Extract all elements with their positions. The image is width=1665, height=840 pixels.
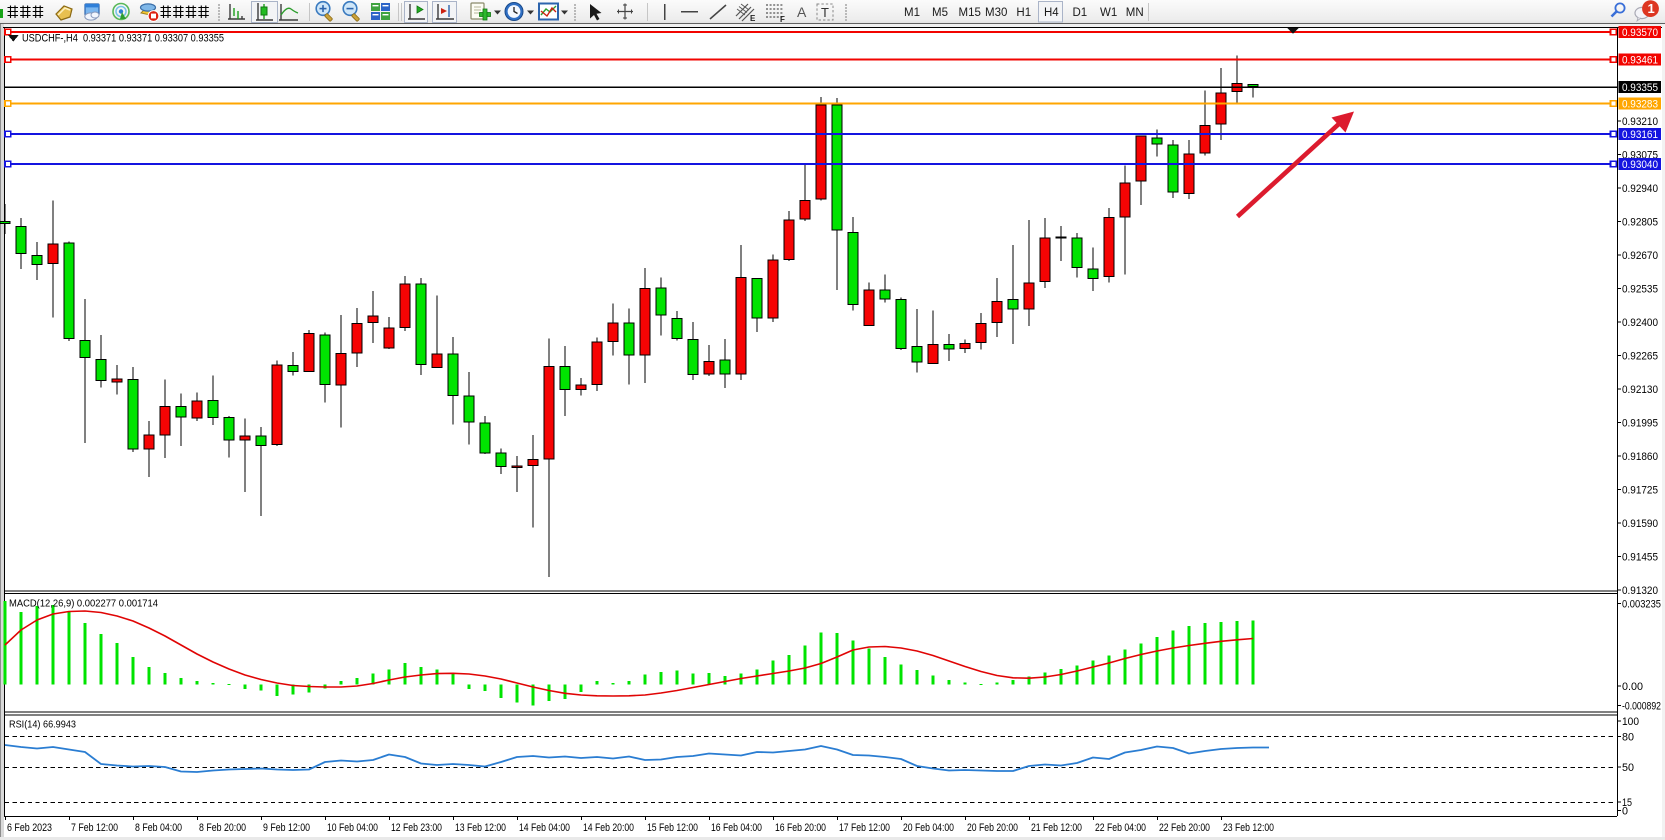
svg-text:M5: M5 [932,7,948,19]
svg-text:D1: D1 [1073,7,1088,19]
svg-text:17 Feb 12:00: 17 Feb 12:00 [839,822,890,834]
svg-text:13 Feb 12:00: 13 Feb 12:00 [455,822,506,834]
svg-text:7 Feb 12:00: 7 Feb 12:00 [71,822,118,834]
svg-text:8 Feb 20:00: 8 Feb 20:00 [199,822,246,834]
svg-text:0.92265: 0.92265 [1622,350,1658,362]
svg-text:8 Feb 04:00: 8 Feb 04:00 [135,822,182,834]
svg-text:H1: H1 [1016,7,1031,19]
svg-text:T: T [821,5,829,20]
svg-text:16 Feb 04:00: 16 Feb 04:00 [711,822,762,834]
svg-text:MN: MN [1126,7,1144,19]
svg-text:0.91860: 0.91860 [1622,451,1658,463]
svg-text:MACD(12,26,9) 0.002277 0.00171: MACD(12,26,9) 0.002277 0.001714 [9,598,158,610]
svg-text:A: A [797,4,807,20]
svg-text:0.91590: 0.91590 [1622,518,1658,530]
svg-text:0.003235: 0.003235 [1622,599,1661,611]
svg-text:23 Feb 12:00: 23 Feb 12:00 [1223,822,1274,834]
svg-text:0.92400: 0.92400 [1622,317,1658,329]
svg-text:22 Feb 20:00: 22 Feb 20:00 [1159,822,1210,834]
svg-text:0.91455: 0.91455 [1622,551,1658,563]
svg-text:0.91320: 0.91320 [1622,585,1658,597]
svg-text:14 Feb 04:00: 14 Feb 04:00 [519,822,570,834]
svg-text:M15: M15 [959,7,981,19]
svg-text:0.93283: 0.93283 [1622,99,1658,111]
svg-text:0.92535: 0.92535 [1622,284,1658,296]
svg-text:RSI(14) 66.9943: RSI(14) 66.9943 [9,719,76,731]
svg-text:0.92805: 0.92805 [1622,217,1658,229]
svg-text:9 Feb 12:00: 9 Feb 12:00 [263,822,310,834]
svg-text:0: 0 [1622,806,1628,818]
svg-text:M30: M30 [985,7,1007,19]
svg-text:16 Feb 20:00: 16 Feb 20:00 [775,822,826,834]
svg-text:20 Feb 20:00: 20 Feb 20:00 [967,822,1018,834]
svg-text:W1: W1 [1100,7,1117,19]
svg-text:15: 15 [1622,797,1632,809]
svg-text:F: F [780,15,785,24]
svg-text:0.91995: 0.91995 [1622,417,1658,429]
svg-text:21 Feb 12:00: 21 Feb 12:00 [1031,822,1082,834]
svg-text:0.93210: 0.93210 [1622,116,1658,128]
svg-text:1: 1 [1648,1,1655,16]
svg-text:0.91725: 0.91725 [1622,484,1658,496]
svg-text:0.92130: 0.92130 [1622,384,1658,396]
svg-text:-0.000892: -0.000892 [1622,700,1661,712]
svg-text:22 Feb 04:00: 22 Feb 04:00 [1095,822,1146,834]
svg-text:E: E [750,14,756,23]
svg-text:M1: M1 [904,7,920,19]
svg-text:50: 50 [1622,762,1634,774]
svg-text:20 Feb 04:00: 20 Feb 04:00 [903,822,954,834]
svg-text:0.92670: 0.92670 [1622,250,1658,262]
svg-text:12 Feb 23:00: 12 Feb 23:00 [391,822,442,834]
svg-text:0.93161: 0.93161 [1622,129,1658,141]
svg-text:0.92940: 0.92940 [1622,183,1658,195]
svg-text:0.93570: 0.93570 [1622,27,1658,39]
svg-text:14 Feb 20:00: 14 Feb 20:00 [583,822,634,834]
svg-text:6 Feb 2023: 6 Feb 2023 [7,822,52,834]
svg-text:0.93355: 0.93355 [1622,82,1658,94]
svg-text:USDCHF-,H4 0.93371 0.93371 0.: USDCHF-,H4 0.93371 0.93371 0.93307 0.933… [22,33,224,45]
svg-text:100: 100 [1622,716,1639,728]
svg-text:10 Feb 04:00: 10 Feb 04:00 [327,822,378,834]
svg-text:0.93040: 0.93040 [1622,159,1658,171]
svg-text:15 Feb 12:00: 15 Feb 12:00 [647,822,698,834]
svg-text:H4: H4 [1044,7,1059,19]
svg-text:80: 80 [1622,732,1634,744]
svg-text:0.00: 0.00 [1622,681,1643,693]
svg-text:0.93461: 0.93461 [1622,55,1658,67]
